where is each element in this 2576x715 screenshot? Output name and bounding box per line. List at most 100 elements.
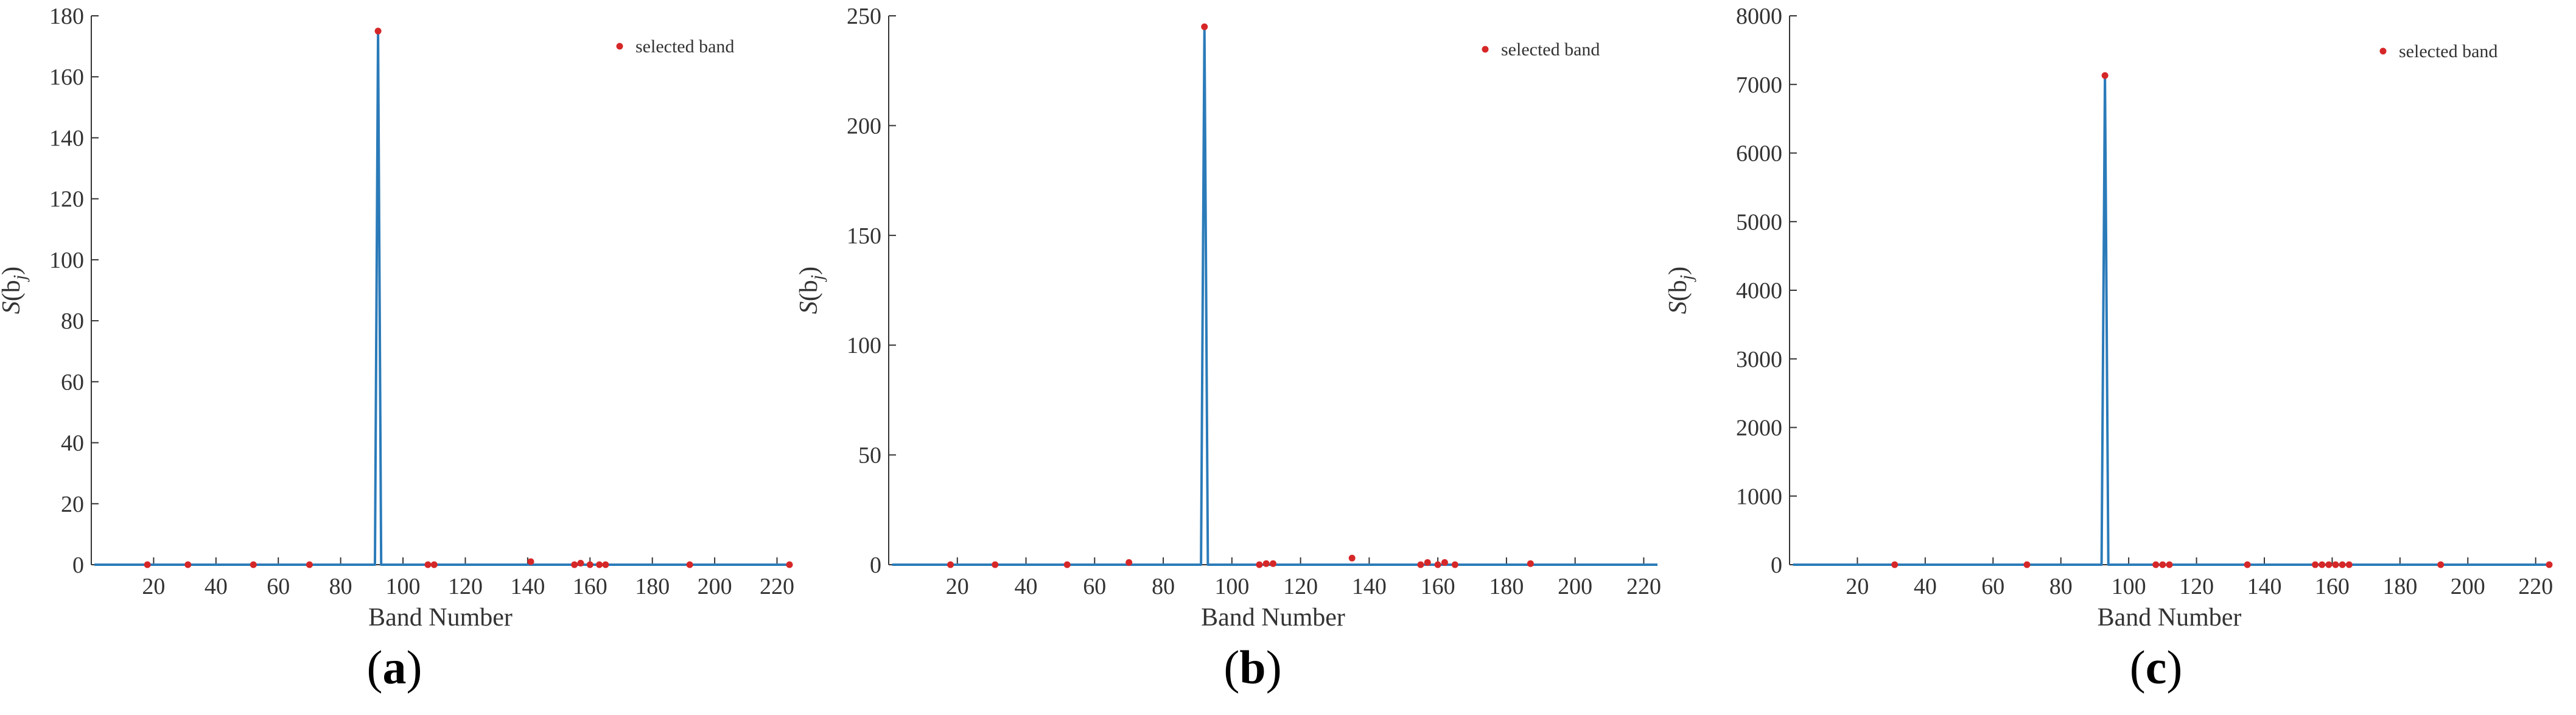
panel-b: 0 50 100 150 200 250 20 40 60 80 100 120 140 160 180 20…	[795, 4, 1661, 694]
selected-band-point	[1063, 561, 1071, 568]
panel-caption-letter: a	[383, 641, 407, 694]
selected-band-point	[1256, 561, 1263, 568]
selected-band-point	[2546, 561, 2553, 568]
x-tick-label: 200	[698, 574, 732, 599]
selected-band-point	[1451, 561, 1458, 568]
x-tick-label: 180	[635, 574, 670, 599]
x-tick-label: 120	[448, 574, 483, 599]
y-axis-label: S(bj)	[0, 267, 30, 314]
selected-band-point	[596, 561, 603, 568]
x-axis-label: Band Number	[1201, 604, 1345, 632]
panel-caption: (c)	[2130, 641, 2183, 694]
x-tick-label: 60	[1083, 574, 1106, 599]
selected-band-point	[2437, 561, 2445, 568]
selected-band-point	[571, 561, 578, 568]
selected-band-point	[144, 561, 151, 568]
selected-band-point	[250, 561, 257, 568]
x-tick-label: 200	[2451, 574, 2485, 599]
x-tick-label: 60	[267, 574, 290, 599]
y-tick-label: 40	[61, 431, 84, 456]
legend-marker	[616, 43, 623, 50]
y-axis-label: S(bj)	[1664, 267, 1696, 314]
y-tick-label: 7000	[1736, 72, 1782, 98]
y-tick-label: 120	[49, 187, 84, 212]
panel-caption: (a)	[367, 641, 422, 694]
selected-band-point	[2339, 561, 2346, 568]
y-tick-label: 80	[61, 309, 84, 334]
y-tick-label: 100	[847, 333, 881, 358]
selected-band-point	[2244, 561, 2251, 568]
x-tick-label: 220	[2518, 574, 2553, 599]
x-tick-label: 140	[1352, 574, 1387, 599]
selected-band-point	[2101, 72, 2109, 79]
x-tick-label: 60	[1981, 574, 2004, 599]
x-tick-label: 220	[1626, 574, 1661, 599]
selected-band-point	[1348, 554, 1356, 562]
selected-band-point	[1270, 560, 1276, 567]
x-tick-label: 40	[205, 574, 228, 599]
y-tick-label: 140	[49, 125, 84, 151]
x-tick-label: 80	[1152, 574, 1175, 599]
selected-band-point	[430, 561, 438, 568]
selected-band-point	[424, 561, 432, 568]
y-tick-label: 4000	[1736, 278, 1782, 304]
x-tick-label: 160	[573, 574, 607, 599]
selected-band-point	[2152, 561, 2160, 568]
selected-band-point	[2332, 561, 2339, 568]
y-tick-label: 50	[858, 443, 881, 469]
x-tick-label: 20	[142, 574, 165, 599]
x-tick-label: 200	[1558, 574, 1592, 599]
y-tick-label: 60	[61, 369, 84, 395]
x-tick-label: 120	[1283, 574, 1318, 599]
y-tick-label: 20	[61, 492, 84, 517]
selected-band-point	[2312, 561, 2319, 568]
y-tick-label: 250	[847, 4, 881, 29]
selected-band-point	[2345, 561, 2353, 568]
x-tick-label: 40	[1914, 574, 1937, 599]
legend-marker	[1482, 46, 1489, 53]
x-tick-label: 140	[510, 574, 545, 599]
x-tick-label: 120	[2179, 574, 2214, 599]
panel-caption-letter: c	[2146, 641, 2167, 694]
x-tick-label: 160	[1421, 574, 1455, 599]
x-tick-label: 180	[2382, 574, 2417, 599]
y-tick-label: 3000	[1736, 347, 1782, 372]
selected-band-point	[577, 559, 584, 567]
x-tick-label: 20	[1846, 574, 1869, 599]
y-tick-label: 100	[49, 248, 84, 273]
selected-band-point	[786, 561, 793, 568]
selected-band-point	[184, 561, 192, 568]
y-tick-label: 150	[847, 223, 881, 249]
series-line	[892, 26, 1657, 566]
y-tick-label: 0	[870, 553, 881, 578]
y-tick-label: 5000	[1736, 209, 1782, 235]
y-tick-label: 0	[72, 553, 84, 578]
x-axis-label: Band Number	[368, 604, 513, 632]
x-tick-label: 20	[946, 574, 969, 599]
y-tick-label: 2000	[1736, 416, 1782, 441]
legend-marker	[2379, 47, 2387, 55]
selected-band-point	[586, 561, 593, 568]
y-axis-label: S(bj)	[795, 267, 827, 314]
series-line	[94, 30, 789, 566]
selected-band-point	[2166, 561, 2173, 568]
panel-a: 0 20 40 60 80 100 120 140 160 180 20 40 60 80 100 120 14…	[0, 4, 794, 694]
selected-band-point	[527, 558, 534, 565]
selected-band-point	[1441, 559, 1448, 566]
selected-band-point	[2319, 561, 2326, 568]
selected-band-point	[2325, 561, 2333, 568]
selected-band-point	[686, 561, 693, 568]
selected-band-point	[602, 561, 609, 568]
x-axis-label: Band Number	[2098, 604, 2242, 632]
x-tick-label: 100	[386, 574, 421, 599]
panel-caption: (b)	[1223, 641, 1281, 694]
panel-c: 0 1000 2000 3000 4000 5000 6000 7000 8000 20 40 60 8…	[1664, 4, 2553, 694]
x-tick-label: 220	[760, 574, 794, 599]
x-tick-label: 40	[1015, 574, 1038, 599]
selected-band-point	[1424, 559, 1431, 566]
x-tick-label: 180	[1489, 574, 1524, 599]
y-tick-label: 160	[49, 65, 84, 90]
selected-band-point	[1434, 561, 1441, 568]
selected-band-point	[1125, 559, 1133, 566]
